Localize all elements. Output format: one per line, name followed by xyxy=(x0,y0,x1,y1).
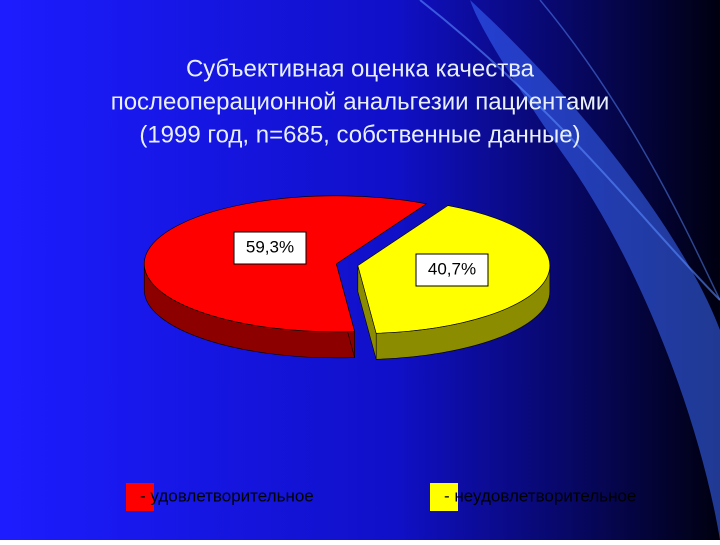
label-box xyxy=(233,231,307,265)
data-label: 59,3% xyxy=(246,237,294,256)
title-line: (1999 год, n=685, собственные данные) xyxy=(139,121,580,148)
decor-line xyxy=(539,0,720,301)
legend-label: - удовлетворительное xyxy=(140,486,314,505)
legend: - удовлетворительное - неудовлетворительн… xyxy=(126,483,636,511)
decor-line xyxy=(419,0,720,301)
data-label: 40,7% xyxy=(428,259,476,278)
legend-swatch xyxy=(126,483,154,511)
legend-label: - неудовлетворительное xyxy=(444,486,636,505)
label-box xyxy=(415,253,489,287)
title-line: послеоперационной анальгезии пациентами xyxy=(111,88,610,115)
chart-title: Субъективная оценка качества послеопераци… xyxy=(111,55,610,148)
data-labels: 59,3% 40,7% xyxy=(233,231,489,287)
legend-swatch xyxy=(430,483,458,511)
decor-sweep xyxy=(470,0,720,540)
title-line: Субъективная оценка качества xyxy=(186,55,535,82)
